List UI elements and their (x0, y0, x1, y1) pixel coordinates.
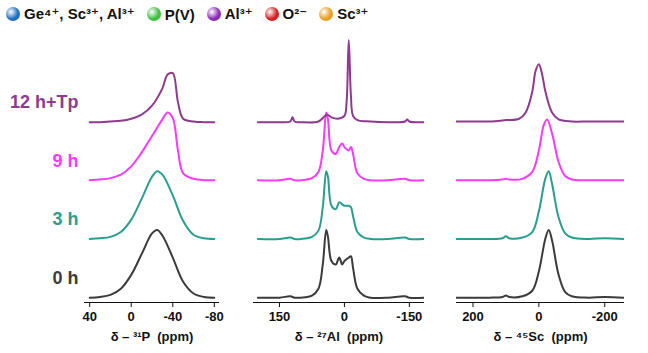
svg-text:0: 0 (128, 309, 135, 324)
svg-text:150: 150 (269, 309, 291, 324)
svg-text:0 h: 0 h (52, 268, 78, 288)
svg-text:3 h: 3 h (52, 209, 78, 229)
svg-text:δ – ⁴⁵Sc (ppm): δ – ⁴⁵Sc (ppm) (493, 329, 587, 344)
html-text:P(V): P(V) (164, 5, 195, 23)
svg-text:-40: -40 (163, 309, 182, 324)
svg-text:-200: -200 (592, 309, 618, 324)
svg-text:-150: -150 (396, 309, 422, 324)
svg-text:-80: -80 (205, 309, 224, 324)
svg-text:0: 0 (535, 309, 542, 324)
html-text:Ge⁴⁺, Sc³⁺, Al³⁺: Ge⁴⁺, Sc³⁺, Al³⁺ (24, 5, 135, 22)
svg-text:9 h: 9 h (52, 151, 78, 171)
html-text:O²⁻: O²⁻ (282, 5, 308, 22)
svg-text:200: 200 (462, 309, 484, 324)
svg-text:0: 0 (341, 309, 348, 324)
svg-text:40: 40 (82, 309, 96, 324)
html-text:Sc³⁺: Sc³⁺ (337, 5, 369, 22)
svg-text:δ – ²⁷Al (ppm): δ – ²⁷Al (ppm) (295, 329, 383, 344)
svg-text:δ – ³¹P (ppm): δ – ³¹P (ppm) (111, 329, 194, 344)
html-text:Al³⁺: Al³⁺ (224, 5, 253, 22)
svg-text:12 h+Tp: 12 h+Tp (10, 92, 79, 112)
